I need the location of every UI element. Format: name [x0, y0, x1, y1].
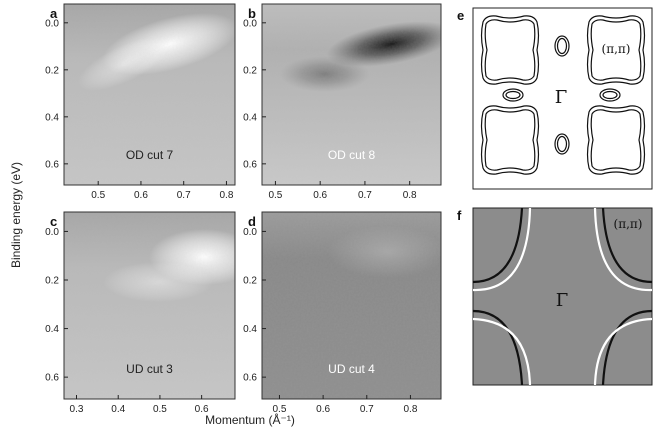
fs-small-pocket-bottom — [554, 133, 570, 155]
fs-pocket-bottom-left — [480, 105, 540, 175]
panel-a: a OD cut 7 0.0 0.2 0.4 0.6 0.5 0.6 0.7 0.8 — [45, 3, 236, 201]
panel-label-c: c — [50, 214, 57, 229]
panel-b-ytick-label: 0.0 — [243, 18, 257, 29]
panel-a-ytick-label: 0.4 — [45, 112, 59, 123]
panel-d-ytick-label: 0.0 — [243, 227, 257, 238]
panel-c-xtick-label: 0.4 — [111, 404, 125, 415]
panel-b-cut-label: OD cut 8 — [328, 148, 376, 162]
panel-d-xtick-label: 0.5 — [273, 404, 287, 415]
panel-d-ytick-label: 0.4 — [243, 324, 257, 335]
panel-label-d: d — [248, 214, 256, 229]
panel-c-ytick-label: 0.6 — [45, 373, 59, 384]
panel-b-ytick-label: 0.6 — [243, 159, 257, 170]
panel-b-xtick-label: 0.8 — [403, 190, 417, 201]
panel-d-ytick-label: 0.6 — [243, 373, 257, 384]
panel-d-xtick-label: 0.6 — [316, 404, 330, 415]
panel-e: e Γ (π,π) — [457, 7, 653, 190]
panel-label-f: f — [457, 208, 462, 223]
panel-d-ytick-label: 0.2 — [243, 276, 257, 287]
fs-small-pocket-left — [502, 88, 524, 102]
panel-b-xtick-label: 0.5 — [268, 190, 282, 201]
pipi-label-e: (π,π) — [602, 42, 631, 56]
y-axis-label: Binding energy (eV) — [9, 162, 23, 268]
panel-b-xtick-label: 0.7 — [358, 190, 372, 201]
pipi-label-f: (π,π) — [614, 217, 643, 231]
panel-a-ytick-label: 0.0 — [45, 18, 59, 29]
fs-small-pocket-top — [554, 35, 570, 57]
panel-label-a: a — [50, 6, 58, 21]
panel-c-ytick-label: 0.0 — [45, 227, 59, 238]
fs-pocket-bottom-right — [586, 105, 646, 175]
panel-b-xtick-label: 0.6 — [313, 190, 327, 201]
panel-a-frame — [63, 3, 236, 186]
x-axis-label: Momentum (Å⁻¹) — [205, 412, 295, 427]
gamma-label-f: Γ — [556, 290, 569, 311]
panel-d-xtick-label: 0.7 — [360, 404, 374, 415]
panel-a-xtick-label: 0.5 — [91, 190, 105, 201]
panel-c-xtick-label: 0.6 — [195, 404, 209, 415]
panel-d-xtick-label: 0.8 — [403, 404, 417, 415]
panel-a-xtick-label: 0.6 — [134, 190, 148, 201]
arpes-panels: a OD cut 7 0.0 0.2 0.4 0.6 0.5 0.6 0.7 0.8 b OD cut… — [45, 3, 442, 415]
panel-f-frame — [472, 207, 653, 386]
gamma-label-e: Γ — [555, 87, 568, 108]
panel-c-frame — [63, 211, 236, 400]
panel-b: b OD cut 8 0.0 0.2 0.4 0.6 0.5 0.6 0.7 0.8 — [243, 3, 442, 201]
fs-small-pocket-right — [599, 88, 621, 102]
panel-c-xtick-label: 0.3 — [70, 404, 84, 415]
panel-a-ytick-label: 0.6 — [45, 159, 59, 170]
panel-d: d UD cut 4 0.0 0.2 0.4 0.6 0.5 0.6 0.7 0.8 — [243, 211, 442, 415]
fs-pocket-top-left — [480, 15, 540, 85]
panel-b-ytick-label: 0.2 — [243, 65, 257, 76]
panel-c: c UD cut 3 0.0 0.2 0.4 0.6 0.3 0.4 0.5 0.6 — [45, 211, 236, 415]
panel-c-ytick-label: 0.4 — [45, 324, 59, 335]
panel-b-ytick-label: 0.4 — [243, 112, 257, 123]
panel-a-cut-label: OD cut 7 — [126, 148, 174, 162]
panel-label-e: e — [457, 8, 464, 23]
panel-d-cut-label: UD cut 4 — [328, 362, 375, 376]
fs-pocket-top-right — [586, 15, 646, 85]
panel-a-xtick-label: 0.8 — [219, 190, 233, 201]
panel-label-b: b — [248, 6, 256, 21]
panel-f: f Γ (π,π) — [457, 207, 653, 386]
panel-c-ytick-label: 0.2 — [45, 276, 59, 287]
panel-c-xtick-label: 0.5 — [153, 404, 167, 415]
panel-b-frame — [261, 3, 442, 186]
panel-a-ytick-label: 0.2 — [45, 65, 59, 76]
panel-a-xtick-label: 0.7 — [177, 190, 191, 201]
panel-d-frame — [261, 211, 442, 400]
panel-c-cut-label: UD cut 3 — [126, 362, 173, 376]
